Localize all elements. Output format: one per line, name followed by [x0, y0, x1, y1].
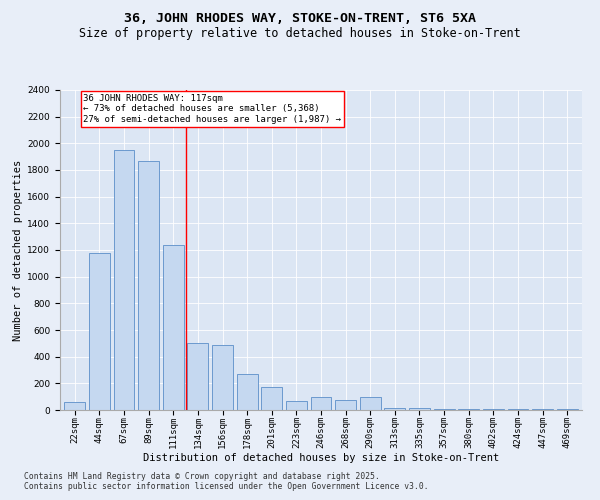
Bar	[286, 400, 307, 410]
Bar	[434, 408, 455, 410]
Bar	[236, 374, 257, 410]
Bar	[409, 408, 430, 410]
Bar	[89, 252, 110, 410]
Bar	[138, 160, 159, 410]
Bar	[335, 400, 356, 410]
Bar	[187, 344, 208, 410]
Bar	[360, 398, 381, 410]
Y-axis label: Number of detached properties: Number of detached properties	[13, 160, 23, 340]
Text: 36 JOHN RHODES WAY: 117sqm
← 73% of detached houses are smaller (5,368)
27% of s: 36 JOHN RHODES WAY: 117sqm ← 73% of deta…	[83, 94, 341, 124]
Bar	[113, 150, 134, 410]
Text: 36, JOHN RHODES WAY, STOKE-ON-TRENT, ST6 5XA: 36, JOHN RHODES WAY, STOKE-ON-TRENT, ST6…	[124, 12, 476, 26]
Bar	[458, 408, 479, 410]
Bar	[212, 344, 233, 410]
Bar	[385, 408, 406, 410]
Bar	[64, 402, 85, 410]
Text: Size of property relative to detached houses in Stoke-on-Trent: Size of property relative to detached ho…	[79, 28, 521, 40]
Text: Contains public sector information licensed under the Open Government Licence v3: Contains public sector information licen…	[24, 482, 428, 491]
Text: Contains HM Land Registry data © Crown copyright and database right 2025.: Contains HM Land Registry data © Crown c…	[24, 472, 380, 481]
X-axis label: Distribution of detached houses by size in Stoke-on-Trent: Distribution of detached houses by size …	[143, 452, 499, 462]
Bar	[311, 396, 331, 410]
Bar	[163, 244, 184, 410]
Bar	[261, 386, 282, 410]
